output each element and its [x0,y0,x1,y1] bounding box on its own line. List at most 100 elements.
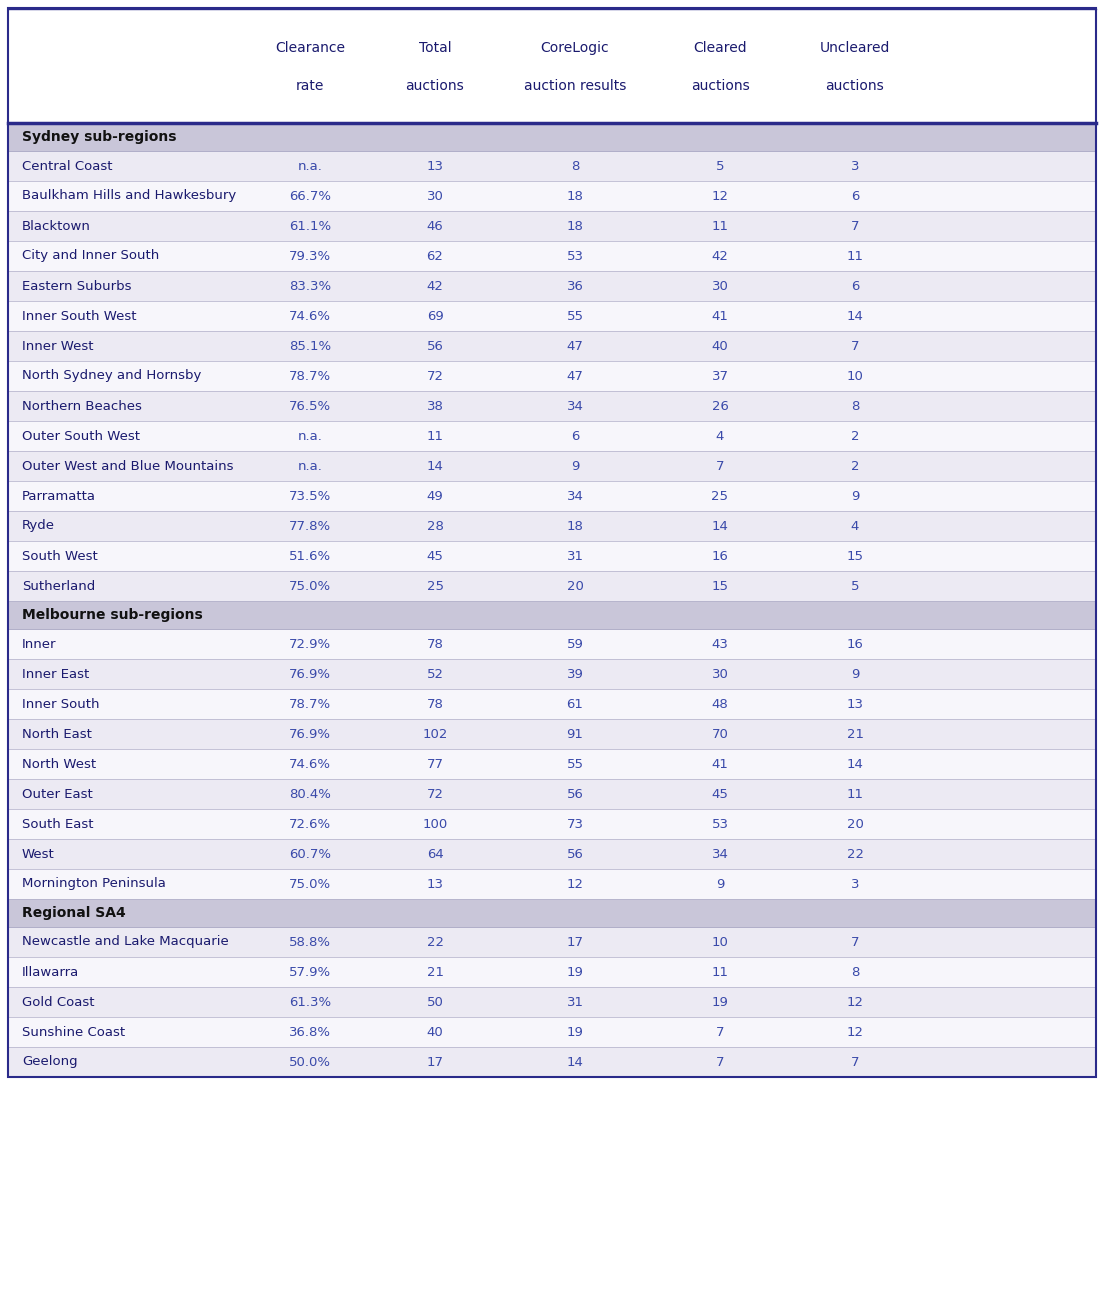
Text: 76.9%: 76.9% [289,668,331,681]
Text: 73.5%: 73.5% [289,490,331,502]
Text: 31: 31 [566,996,584,1009]
Text: 9: 9 [715,878,724,891]
Text: 14: 14 [566,1055,583,1068]
Text: Inner South: Inner South [22,698,99,711]
Bar [8,420,1096,451]
Text: 19: 19 [566,1025,583,1038]
Bar [8,719,1096,749]
Text: 14: 14 [847,310,863,322]
Text: 14: 14 [426,460,444,473]
Text: 36: 36 [566,280,583,293]
Text: 11: 11 [847,787,863,800]
Text: 53: 53 [711,817,729,830]
Text: 56: 56 [566,848,583,861]
Text: 7: 7 [851,1055,859,1068]
Text: 40: 40 [712,339,729,352]
Bar [8,181,1096,212]
Text: 78.7%: 78.7% [289,369,331,382]
Text: Central Coast: Central Coast [22,159,113,172]
Text: South East: South East [22,817,94,830]
Text: Uncleared: Uncleared [820,41,890,55]
Text: 48: 48 [712,698,729,711]
Text: n.a.: n.a. [298,159,322,172]
Text: 58.8%: 58.8% [289,936,331,949]
Text: Regional SA4: Regional SA4 [22,905,126,920]
Text: 7: 7 [851,339,859,352]
Bar [8,481,1096,511]
Text: 30: 30 [712,668,729,681]
Text: Inner East: Inner East [22,668,89,681]
Text: 14: 14 [712,519,729,532]
Bar [8,572,1096,600]
Text: 72: 72 [426,787,444,800]
Bar [8,600,1096,629]
Bar [8,511,1096,541]
Text: 10: 10 [847,369,863,382]
Text: 30: 30 [426,189,444,202]
Text: 53: 53 [566,250,584,263]
Text: 14: 14 [847,757,863,770]
Text: 85.1%: 85.1% [289,339,331,352]
Text: 19: 19 [566,966,583,979]
Text: Sutherland: Sutherland [22,579,95,593]
Text: 16: 16 [847,637,863,650]
Text: 4: 4 [851,519,859,532]
Text: 25: 25 [426,579,444,593]
Text: 26: 26 [712,399,729,413]
Text: 43: 43 [712,637,729,650]
Text: 20: 20 [847,817,863,830]
Text: Gold Coast: Gold Coast [22,996,95,1009]
Text: Blacktown: Blacktown [22,219,91,233]
Text: Outer East: Outer East [22,787,93,800]
Bar [8,899,1096,926]
Text: auctions: auctions [826,79,884,93]
Text: rate: rate [296,79,325,93]
Bar [8,451,1096,481]
Text: 91: 91 [566,728,583,741]
Text: 42: 42 [426,280,444,293]
Bar [8,271,1096,301]
Text: 10: 10 [712,936,729,949]
Text: 8: 8 [571,159,580,172]
Text: Total: Total [418,41,452,55]
Text: 11: 11 [711,966,729,979]
Text: 52: 52 [426,668,444,681]
Text: 42: 42 [712,250,729,263]
Text: South West: South West [22,549,98,562]
Text: 76.9%: 76.9% [289,728,331,741]
Bar [8,1047,1096,1077]
Text: 2: 2 [851,430,859,443]
Bar [8,840,1096,869]
Text: 34: 34 [566,490,583,502]
Text: 8: 8 [851,399,859,413]
Bar [8,660,1096,689]
Bar [8,957,1096,987]
Text: n.a.: n.a. [298,430,322,443]
Text: 79.3%: 79.3% [289,250,331,263]
Bar [8,240,1096,271]
Text: 50.0%: 50.0% [289,1055,331,1068]
Text: 64: 64 [426,848,444,861]
Text: 7: 7 [715,1025,724,1038]
Bar [8,809,1096,840]
Bar [8,926,1096,957]
Text: 4: 4 [715,430,724,443]
Text: 59: 59 [566,637,583,650]
Text: 7: 7 [715,1055,724,1068]
Text: 12: 12 [847,996,863,1009]
Text: 55: 55 [566,757,584,770]
Text: 18: 18 [566,189,583,202]
Text: 47: 47 [566,369,583,382]
Bar [8,151,1096,181]
Text: auctions: auctions [405,79,465,93]
Text: Outer South West: Outer South West [22,430,140,443]
Text: 41: 41 [712,757,729,770]
Text: Cleared: Cleared [693,41,746,55]
Text: North West: North West [22,757,96,770]
Text: 21: 21 [847,728,863,741]
Text: 11: 11 [847,250,863,263]
Text: 46: 46 [426,219,444,233]
Text: 47: 47 [566,339,583,352]
Text: 6: 6 [851,189,859,202]
Text: 72.6%: 72.6% [289,817,331,830]
